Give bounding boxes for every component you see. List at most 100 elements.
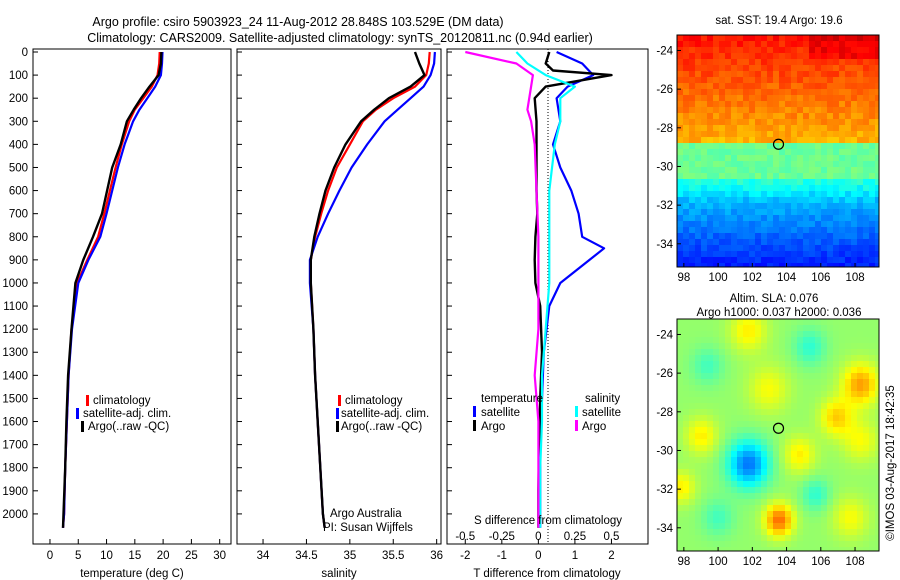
heatmap-cell <box>677 251 683 257</box>
heatmap-cell <box>677 511 683 517</box>
lon-tick-label: 100 <box>708 556 727 568</box>
heatmap-cell <box>821 191 827 197</box>
heatmap-cell <box>857 511 863 517</box>
heatmap-cell <box>713 409 719 415</box>
heatmap-cell <box>707 137 713 143</box>
heatmap-cell <box>803 499 809 505</box>
heatmap-cell <box>695 41 701 47</box>
heatmap-cell <box>797 35 803 41</box>
heatmap-cell <box>761 263 767 267</box>
heatmap-cell <box>689 65 695 71</box>
heatmap-cell <box>857 481 863 487</box>
heatmap-cell <box>755 529 761 535</box>
heatmap-cell <box>821 535 827 541</box>
heatmap-cell <box>779 469 785 475</box>
heatmap-cell <box>749 83 755 89</box>
heatmap-cell <box>791 191 797 197</box>
heatmap-cell <box>869 35 875 41</box>
s-diff-tick-label: 0.5 <box>603 531 619 543</box>
heatmap-cell <box>689 451 695 457</box>
heatmap-cell <box>809 191 815 197</box>
heatmap-cell <box>785 155 791 161</box>
heatmap-cell <box>797 107 803 113</box>
heatmap-cell <box>833 415 839 421</box>
heatmap-cell <box>827 343 833 349</box>
heatmap-cell <box>725 457 731 463</box>
heatmap-cell <box>785 167 791 173</box>
heatmap-cell <box>815 125 821 131</box>
heatmap-cell <box>857 197 863 203</box>
heatmap-cell <box>701 101 707 107</box>
heatmap-cell <box>689 35 695 41</box>
heatmap-cell <box>707 475 713 481</box>
heatmap-cell <box>869 355 875 361</box>
heatmap-cell <box>857 367 863 373</box>
heatmap-cell <box>695 445 701 451</box>
heatmap-cell <box>731 149 737 155</box>
heatmap-cell <box>827 403 833 409</box>
heatmap-cell <box>785 59 791 65</box>
heatmap-cell <box>845 185 851 191</box>
heatmap-cell <box>695 89 701 95</box>
heatmap-cell <box>839 367 845 373</box>
series-line-2 <box>515 51 577 528</box>
heatmap-cell <box>845 535 851 541</box>
heatmap-cell <box>833 517 839 523</box>
heatmap-cell <box>677 149 683 155</box>
heatmap-cell <box>809 203 815 209</box>
heatmap-cell <box>755 113 761 119</box>
heatmap-cell <box>683 239 689 245</box>
figure-title-line-2: Climatology: CARS2009. Satellite-adjuste… <box>87 31 593 45</box>
heatmap-cell <box>839 523 845 529</box>
heatmap-cell <box>869 325 875 331</box>
heatmap-cell <box>785 463 791 469</box>
heatmap-cell <box>779 385 785 391</box>
heatmap-cell <box>779 77 785 83</box>
heatmap-cell <box>689 391 695 397</box>
heatmap-cell <box>803 221 809 227</box>
heatmap-cell <box>683 451 689 457</box>
heatmap-cell <box>779 397 785 403</box>
heatmap-cell <box>833 137 839 143</box>
heatmap-cell <box>761 397 767 403</box>
heatmap-cell <box>839 167 845 173</box>
heatmap-cell <box>809 487 815 493</box>
heatmap-cell <box>689 373 695 379</box>
heatmap-cell <box>875 227 879 233</box>
heatmap-cell <box>749 409 755 415</box>
heatmap-cell <box>797 445 803 451</box>
heatmap-cell <box>731 337 737 343</box>
heatmap-cell <box>803 173 809 179</box>
heatmap-cell <box>707 227 713 233</box>
heatmap-cell <box>761 179 767 185</box>
heatmap-cell <box>701 457 707 463</box>
heatmap-cell <box>851 113 857 119</box>
heatmap-cell <box>785 233 791 239</box>
heatmap-cell <box>809 511 815 517</box>
heatmap-cell <box>749 131 755 137</box>
heatmap-cell <box>821 263 827 267</box>
heatmap-cell <box>767 95 773 101</box>
heatmap-cell <box>857 541 863 547</box>
heatmap-cell <box>869 197 875 203</box>
heatmap-cell <box>761 143 767 149</box>
heatmap-cell <box>815 457 821 463</box>
heatmap-cell <box>833 71 839 77</box>
heatmap-cell <box>761 439 767 445</box>
heatmap-cell <box>761 511 767 517</box>
heatmap-cell <box>677 95 683 101</box>
heatmap-cell <box>731 137 737 143</box>
heatmap-cell <box>827 167 833 173</box>
heatmap-cell <box>689 415 695 421</box>
heatmap-cell <box>869 71 875 77</box>
heatmap-cell <box>857 385 863 391</box>
heatmap-cell <box>821 185 827 191</box>
heatmap-cell <box>869 487 875 493</box>
heatmap-cell <box>743 475 749 481</box>
heatmap-cell <box>839 547 845 551</box>
heatmap-cell <box>683 185 689 191</box>
figure-title-line-1: Argo profile: csiro 5903923_24 11-Aug-20… <box>92 15 503 29</box>
heatmap-cell <box>785 215 791 221</box>
heatmap-cell <box>749 35 755 41</box>
heatmap-cell <box>713 173 719 179</box>
